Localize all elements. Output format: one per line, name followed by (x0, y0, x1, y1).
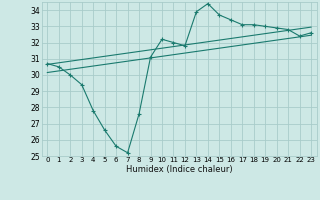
X-axis label: Humidex (Indice chaleur): Humidex (Indice chaleur) (126, 165, 233, 174)
